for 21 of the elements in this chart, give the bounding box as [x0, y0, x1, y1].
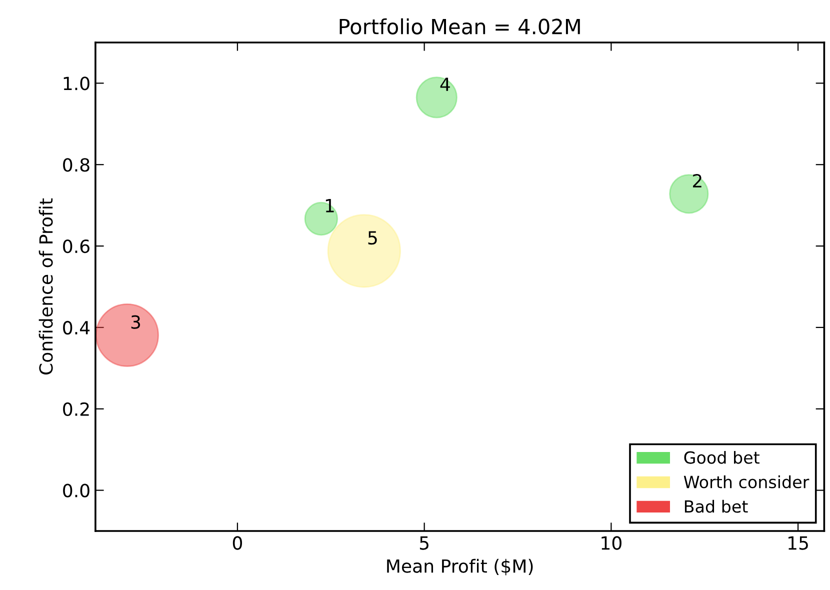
annotation: 1 [326, 199, 334, 212]
legend-label: Bad bet [684, 500, 748, 513]
annotation: 4 [440, 78, 450, 91]
y-tick-label: 0.8 [63, 158, 90, 172]
legend-label: Good bet [684, 450, 760, 464]
x-axis-title: Mean Profit ($M) [387, 558, 533, 576]
y-axis-title: Confidence of Profit [38, 198, 53, 374]
y-tick-label: 1.0 [64, 76, 90, 90]
y-tick-label: 0.0 [63, 484, 90, 498]
y-tick-label: 0.6 [63, 239, 90, 254]
legend-label: Worth consider [684, 475, 810, 488]
x-tick-label: 15 [788, 536, 808, 550]
x-tick-label: 10 [602, 536, 622, 550]
y-tick-label: 0.4 [63, 320, 90, 335]
chart-title: Portfolio Mean = 4.02M [340, 18, 580, 34]
annotation: 2 [693, 174, 702, 188]
annotation: 3 [131, 315, 140, 329]
annotation: 5 [368, 231, 377, 245]
x-tick-label: 0 [232, 536, 242, 550]
x-tick-label: 5 [420, 536, 428, 550]
y-tick-label: 0.2 [63, 402, 89, 416]
